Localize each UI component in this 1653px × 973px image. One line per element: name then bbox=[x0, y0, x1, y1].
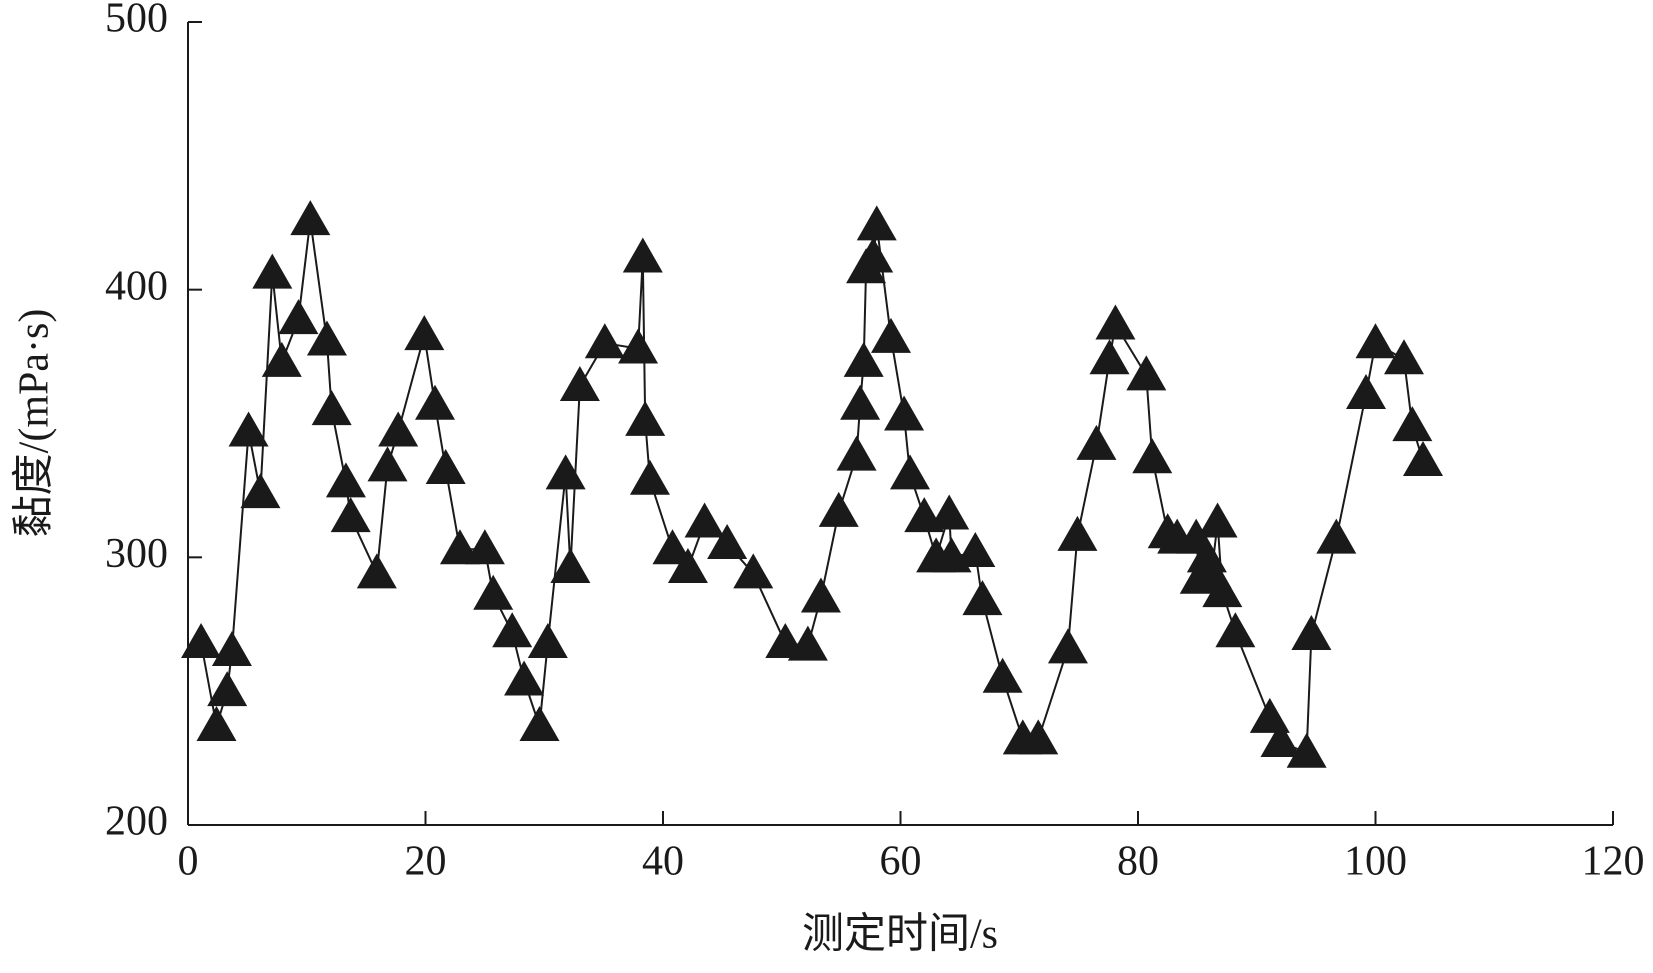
x-axis-label: 测定时间/s bbox=[802, 911, 998, 958]
data-point bbox=[1346, 374, 1386, 410]
data-point bbox=[325, 462, 366, 498]
data-point bbox=[1286, 732, 1327, 768]
data-point bbox=[367, 446, 408, 482]
data-point bbox=[330, 497, 371, 533]
data-line bbox=[200, 219, 1424, 755]
data-point bbox=[618, 328, 659, 364]
x-tick-label: 0 bbox=[178, 839, 199, 885]
data-point bbox=[1355, 323, 1396, 359]
data-point bbox=[415, 384, 455, 420]
data-point bbox=[290, 200, 331, 236]
x-tick-label: 20 bbox=[405, 839, 447, 885]
data-point bbox=[871, 317, 911, 353]
data-point bbox=[1392, 406, 1433, 442]
data-point bbox=[1202, 572, 1243, 608]
data-point bbox=[652, 529, 693, 565]
data-point bbox=[356, 553, 397, 589]
data-point bbox=[622, 237, 663, 273]
data-point bbox=[625, 400, 666, 436]
x-tick-label: 120 bbox=[1582, 839, 1645, 885]
data-point bbox=[228, 411, 269, 447]
data-point bbox=[684, 502, 725, 538]
data-point bbox=[240, 473, 281, 509]
data-point bbox=[982, 657, 1023, 693]
data-point bbox=[955, 531, 996, 567]
y-tick-label: 200 bbox=[105, 799, 168, 845]
data-point bbox=[836, 435, 877, 471]
data-point bbox=[504, 660, 545, 696]
data-point bbox=[629, 459, 670, 495]
data-point bbox=[378, 411, 419, 447]
y-axis-label: 黏度/(mPa·s) bbox=[12, 309, 58, 538]
x-tick-label: 80 bbox=[1117, 839, 1159, 885]
data-point bbox=[545, 454, 586, 490]
data-point bbox=[1126, 355, 1167, 391]
data-point bbox=[311, 390, 352, 426]
data-point bbox=[584, 323, 625, 359]
data-point bbox=[962, 580, 1003, 616]
data-point bbox=[707, 523, 748, 559]
data-point bbox=[1095, 304, 1136, 340]
data-point bbox=[527, 622, 568, 658]
data-point bbox=[425, 449, 466, 485]
data-point bbox=[404, 315, 445, 351]
data-point bbox=[890, 454, 930, 490]
data-point bbox=[1291, 614, 1332, 650]
data-point bbox=[1132, 438, 1173, 474]
y-tick-label: 500 bbox=[105, 0, 168, 42]
data-point bbox=[473, 574, 514, 610]
data-point bbox=[818, 491, 859, 527]
data-point bbox=[207, 671, 248, 707]
data-point bbox=[843, 341, 884, 377]
data-point bbox=[1260, 722, 1301, 758]
x-tick-label: 60 bbox=[880, 839, 922, 885]
data-point bbox=[211, 631, 252, 667]
data-point bbox=[196, 705, 237, 741]
data-point bbox=[261, 341, 302, 377]
y-tick-label: 300 bbox=[105, 531, 168, 577]
data-point bbox=[252, 253, 293, 289]
data-point bbox=[787, 625, 828, 661]
data-point bbox=[306, 320, 347, 356]
data-point bbox=[1076, 424, 1117, 460]
data-point bbox=[1018, 719, 1059, 755]
data-point bbox=[1384, 339, 1424, 375]
data-point bbox=[929, 494, 970, 530]
data-point bbox=[667, 548, 708, 584]
data-point bbox=[1197, 502, 1238, 538]
data-point bbox=[733, 553, 774, 589]
data-point bbox=[1316, 518, 1357, 554]
data-point bbox=[856, 205, 897, 241]
data-point bbox=[1089, 339, 1130, 375]
x-tick-label: 40 bbox=[642, 839, 684, 885]
data-point bbox=[278, 299, 319, 335]
data-point bbox=[1403, 440, 1443, 476]
data-point bbox=[464, 529, 505, 565]
data-point bbox=[492, 612, 533, 648]
x-tick-label: 100 bbox=[1344, 839, 1407, 885]
data-point bbox=[1249, 697, 1290, 733]
data-point bbox=[1057, 515, 1098, 551]
data-point bbox=[519, 705, 560, 741]
y-tick-label: 400 bbox=[105, 263, 168, 309]
data-point bbox=[884, 395, 925, 431]
data-point bbox=[550, 548, 591, 584]
data-point bbox=[840, 384, 881, 420]
data-point bbox=[559, 366, 600, 402]
data-point bbox=[1215, 612, 1256, 648]
data-point bbox=[800, 577, 841, 613]
data-point bbox=[1047, 628, 1088, 664]
data-point bbox=[181, 622, 222, 658]
data-point bbox=[853, 237, 894, 273]
